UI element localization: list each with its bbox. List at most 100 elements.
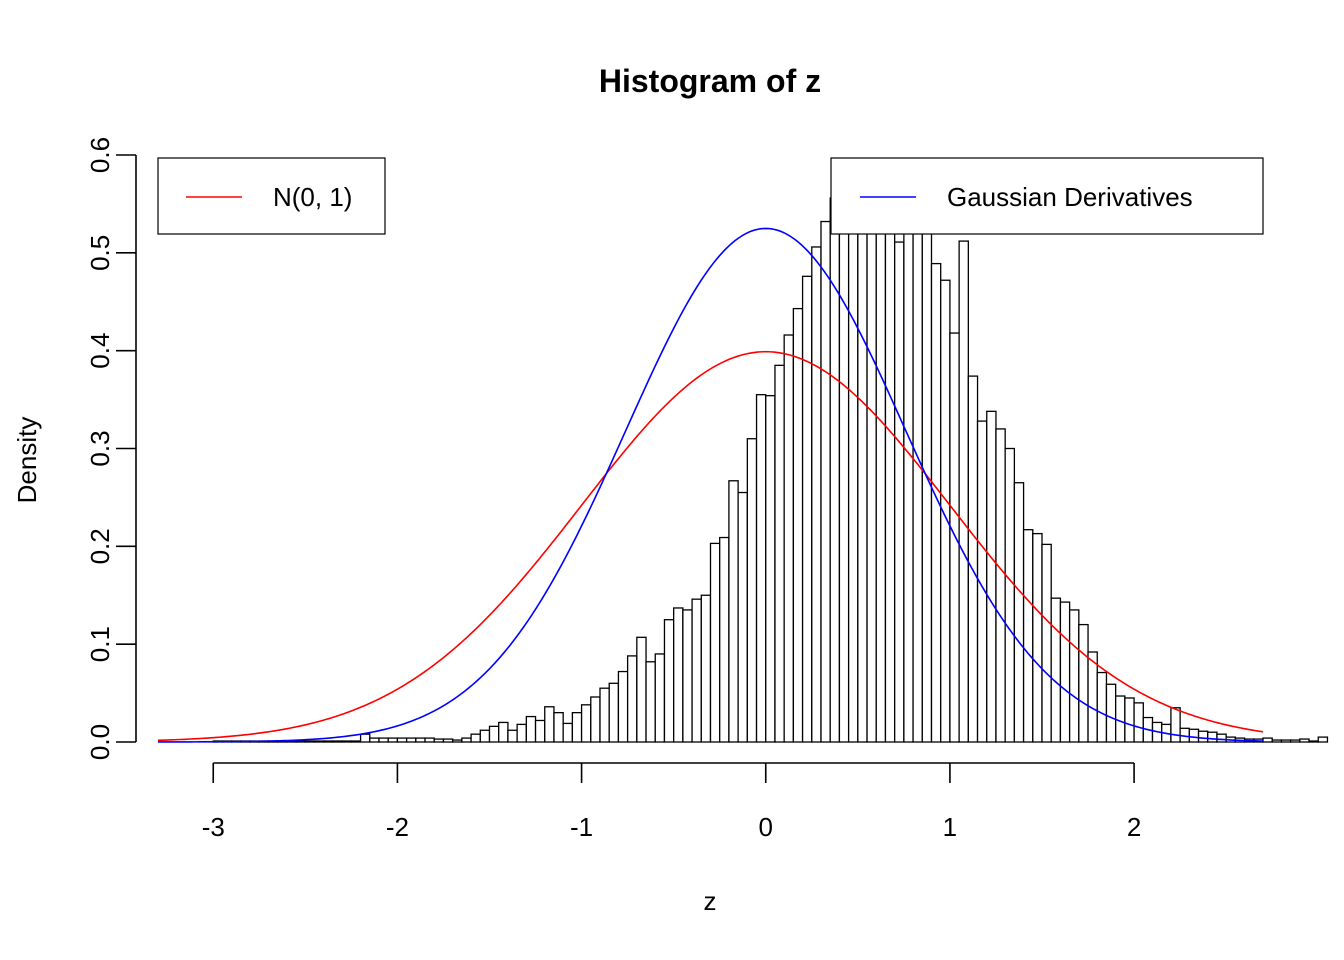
histogram-bar (691, 598, 702, 743)
y-tick-label: 0.6 (85, 137, 115, 173)
histogram-bar (1004, 447, 1016, 743)
legend-gaussian-derivatives: Gaussian Derivatives (830, 157, 1264, 235)
histogram-bar (1078, 623, 1089, 743)
histogram-bar (792, 307, 804, 743)
histogram-bar (1032, 532, 1043, 743)
histogram-bar (387, 737, 399, 743)
histogram-bar (488, 725, 500, 743)
y-axis-label: Density (12, 417, 42, 504)
histogram-bar (1216, 733, 1227, 743)
histogram-bar (755, 394, 767, 743)
histogram-bar (1041, 543, 1052, 743)
histogram-bar (774, 364, 785, 743)
x-tick-label: 1 (943, 812, 957, 842)
histogram-bar (295, 740, 306, 743)
y-tick-label: 0.3 (85, 430, 115, 466)
histogram-bar (958, 240, 969, 743)
histogram-bar (562, 722, 574, 743)
histogram-bar (378, 737, 389, 743)
x-tick-label: -3 (202, 812, 225, 842)
histogram-bar (894, 241, 905, 743)
histogram-bar (341, 740, 353, 743)
histogram-bar (590, 696, 601, 743)
histogram-bar (1317, 736, 1329, 743)
histogram-bar (1197, 730, 1209, 743)
histogram-bar (396, 737, 408, 743)
histogram-bar (829, 197, 841, 743)
histogram-bar (728, 480, 739, 743)
histogram-bar (1207, 731, 1218, 743)
normal-curve-line (157, 350, 1264, 742)
histogram-bar (350, 740, 362, 743)
histogram-bar (884, 221, 896, 743)
histogram-bar (1262, 737, 1273, 743)
histogram-bar (995, 428, 1006, 743)
histogram-bar (608, 682, 620, 743)
histogram-bar (461, 737, 472, 743)
x-axis: -3 -2 -1 0 1 2 (202, 762, 1141, 842)
histogram-bar (903, 223, 914, 743)
histogram-bar (332, 740, 343, 743)
histogram-bar (498, 721, 509, 743)
histogram-bar (617, 670, 629, 743)
histogram-bar (1170, 707, 1181, 743)
histogram-bar (857, 166, 868, 743)
histogram-bar (553, 712, 564, 743)
gaussian-derivatives-curve-line (157, 227, 1264, 743)
histogram-bar (507, 729, 518, 743)
histogram-bar (1299, 738, 1310, 743)
histogram-bar (452, 739, 463, 743)
legend-gaussian-derivatives-label: Gaussian Derivatives (947, 182, 1193, 212)
histogram-bar (673, 607, 684, 743)
legend-normal-box (157, 157, 386, 235)
histogram-bar (442, 738, 454, 743)
histogram-bar (1105, 683, 1117, 743)
y-tick-label: 0.4 (85, 333, 115, 369)
histogram-bar (599, 687, 610, 743)
histogram-bar (580, 704, 592, 743)
histogram-bar (645, 661, 656, 743)
histogram-bar (304, 740, 316, 743)
y-tick-label: 0.5 (85, 235, 115, 271)
legend-gaussian-derivatives-box (830, 157, 1264, 235)
histogram-bar (369, 737, 380, 743)
histogram-bar (682, 609, 693, 743)
histogram-bar (479, 729, 491, 743)
histogram-bar (801, 275, 813, 743)
histogram-bar (1096, 671, 1108, 743)
histogram-bar (1133, 702, 1144, 743)
histogram-bar (1115, 695, 1126, 743)
histogram-bar (544, 706, 555, 743)
y-axis: 0.0 0.1 0.2 0.3 0.4 0.5 0.6 (85, 137, 137, 760)
histogram-bar (323, 740, 334, 743)
histogram-bar (912, 203, 923, 743)
histogram-bar (516, 723, 527, 743)
histogram-bar (663, 619, 675, 743)
histogram-bar (424, 737, 435, 743)
histogram-bar (986, 410, 997, 743)
histogram-bar (783, 334, 795, 743)
histogram-bar (1124, 697, 1135, 743)
histogram-bar (534, 719, 546, 743)
x-axis-label: z (704, 886, 717, 916)
histogram-bar (1050, 597, 1062, 743)
histogram-bar (1022, 529, 1034, 743)
x-tick-label: 0 (759, 812, 773, 842)
histogram-bar (967, 375, 979, 743)
histogram-bar (433, 738, 445, 743)
histogram-bar (405, 737, 417, 743)
histogram-bar (359, 733, 371, 743)
histogram-bar (1271, 739, 1283, 743)
x-tick-label: -2 (386, 812, 409, 842)
histogram-bar (1059, 601, 1071, 743)
histogram-bar (1308, 740, 1319, 743)
histogram-bar (1188, 728, 1200, 743)
histogram-bar (415, 737, 426, 743)
histogram-bar (949, 332, 960, 743)
chart-title: Histogram of z (599, 63, 821, 99)
histogram-bar (1013, 482, 1025, 743)
histogram-bar (866, 220, 877, 743)
histogram-bar (737, 491, 748, 743)
histogram-bar (313, 740, 325, 743)
x-tick-label: 2 (1127, 812, 1141, 842)
